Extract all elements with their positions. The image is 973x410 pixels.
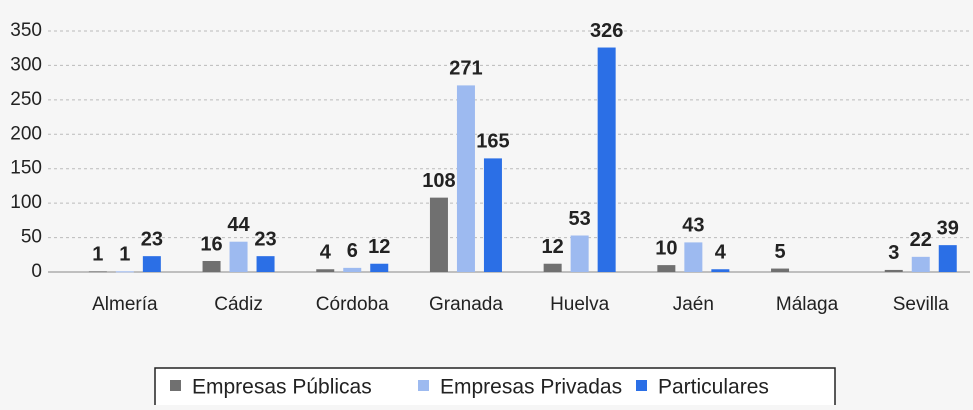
data-label: 43 <box>682 215 704 237</box>
bar <box>115 271 134 273</box>
data-label: 23 <box>141 228 163 250</box>
x-tick-label: Jaén <box>673 294 714 315</box>
bar <box>938 245 957 272</box>
data-label: 44 <box>227 214 250 236</box>
bar <box>256 256 275 272</box>
y-tick-label: 300 <box>10 54 42 75</box>
data-label: 10 <box>655 237 677 259</box>
bar <box>911 256 930 272</box>
bar <box>543 263 562 272</box>
legend-swatch <box>170 380 181 391</box>
data-label: 3 <box>888 242 899 264</box>
data-label: 165 <box>476 131 509 153</box>
x-tick-label: Sevilla <box>893 294 949 315</box>
y-tick-label: 250 <box>10 89 42 110</box>
bar <box>771 268 790 272</box>
y-tick-label: 100 <box>10 192 42 213</box>
legend-swatch <box>418 380 429 391</box>
bar <box>202 260 221 272</box>
data-label: 5 <box>774 241 785 263</box>
bar <box>884 269 903 272</box>
y-tick-label: 150 <box>10 158 42 179</box>
x-tick-label: Cádiz <box>214 294 263 315</box>
bar <box>229 241 248 272</box>
data-label: 4 <box>320 242 332 264</box>
data-label: 39 <box>937 217 959 239</box>
bar <box>483 158 502 272</box>
legend-box <box>154 367 836 409</box>
bar <box>142 256 161 272</box>
y-tick-label: 350 <box>10 20 42 41</box>
legend-swatch <box>636 380 647 391</box>
y-tick-label: 200 <box>10 123 42 144</box>
x-tick-label: Málaga <box>776 294 839 315</box>
bar <box>343 267 362 272</box>
legend-label: Particulares <box>658 376 769 399</box>
data-label: 108 <box>422 170 455 192</box>
data-label: 12 <box>368 236 390 258</box>
data-label: 53 <box>569 208 591 230</box>
data-label: 12 <box>542 236 564 258</box>
bar <box>657 265 676 272</box>
bar <box>316 269 335 272</box>
bar <box>711 269 730 272</box>
x-tick-label: Huelva <box>550 294 610 315</box>
data-label: 271 <box>449 58 482 80</box>
y-tick-label: 50 <box>21 227 42 248</box>
x-tick-label: Almería <box>92 294 158 315</box>
data-label: 4 <box>715 242 727 264</box>
bar <box>370 263 389 272</box>
bar <box>597 47 616 273</box>
bar <box>88 271 107 273</box>
bar <box>684 242 703 272</box>
data-label: 326 <box>590 20 623 42</box>
x-tick-label: Granada <box>429 294 503 315</box>
data-label: 1 <box>92 244 103 266</box>
bar <box>456 85 475 272</box>
data-label: 23 <box>254 228 276 250</box>
data-label: 1 <box>119 244 130 266</box>
x-tick-label: Córdoba <box>316 294 389 315</box>
legend-label: Empresas Privadas <box>440 376 622 399</box>
data-label: 16 <box>200 233 222 255</box>
bar <box>570 235 589 272</box>
bar <box>429 197 448 272</box>
data-label: 6 <box>347 240 358 262</box>
legend-label: Empresas Públicas <box>192 376 372 399</box>
y-tick-label: 0 <box>31 261 42 282</box>
data-label: 22 <box>910 229 932 251</box>
